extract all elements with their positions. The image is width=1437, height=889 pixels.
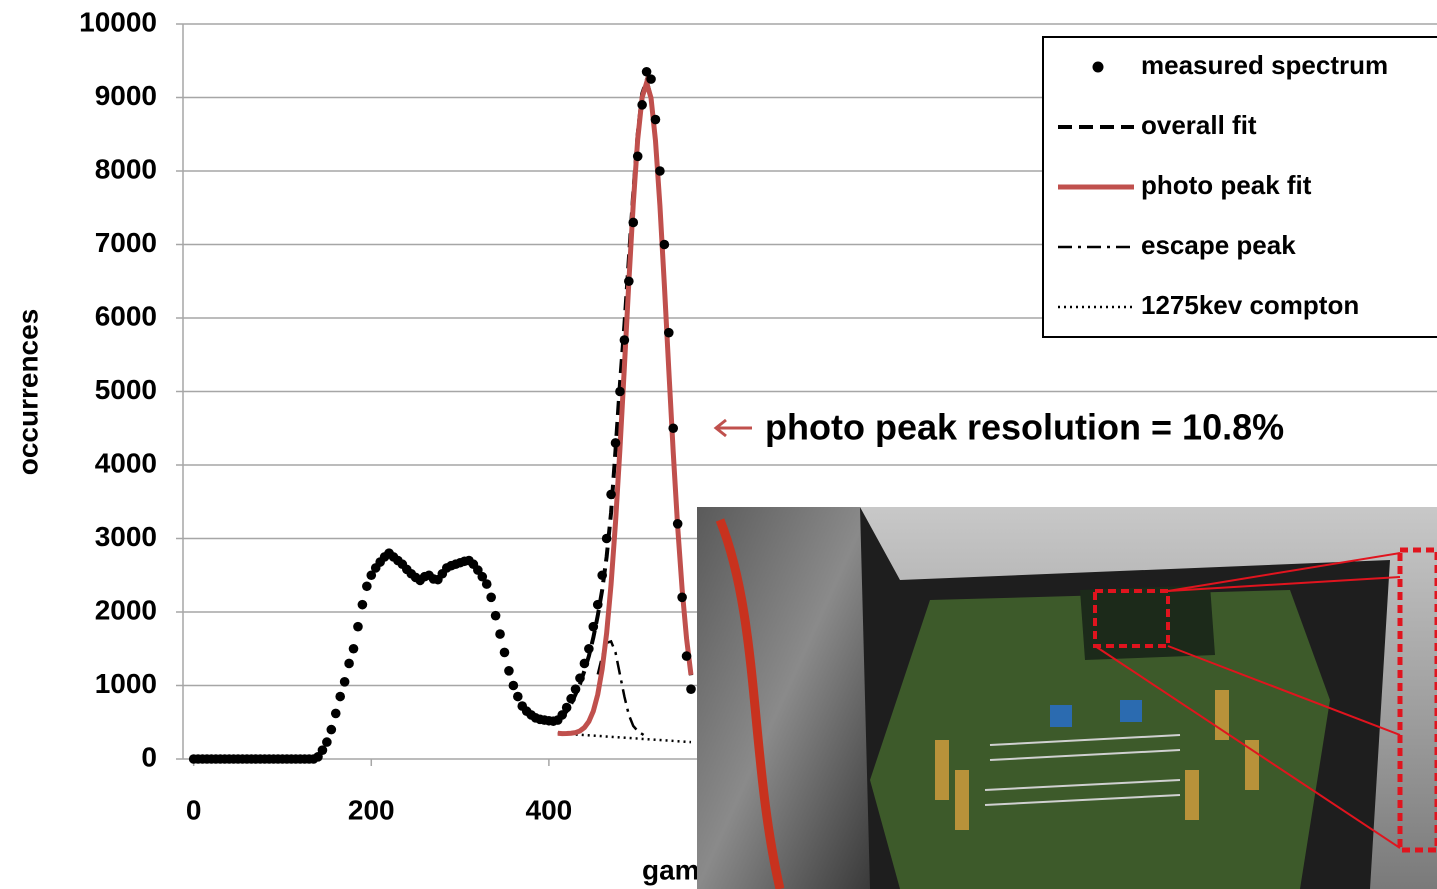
- data-point: [641, 66, 652, 77]
- data-point: [344, 658, 354, 669]
- data-point: [362, 581, 372, 592]
- data-point: [357, 599, 368, 610]
- data-point: [681, 651, 692, 661]
- data-point: [326, 724, 337, 735]
- data-point: [322, 737, 332, 747]
- legend-label: 1275kev compton: [1141, 290, 1359, 320]
- data-point: [659, 239, 670, 250]
- y-tick-label: 4000: [95, 447, 157, 478]
- data-point: [624, 276, 634, 287]
- data-point: [335, 691, 345, 702]
- data-point: [677, 592, 687, 603]
- data-point: [477, 571, 488, 582]
- data-point: [317, 745, 328, 755]
- data-point: [499, 647, 510, 658]
- data-point: [584, 643, 594, 654]
- data-point: [330, 708, 341, 719]
- data-point: [592, 599, 603, 610]
- data-point: [606, 489, 616, 500]
- y-tick-label: 8000: [95, 153, 157, 184]
- data-point: [610, 438, 621, 448]
- annotation: photo peak resolution = 10.8%: [765, 407, 1284, 448]
- data-point: [597, 570, 607, 581]
- data-point: [601, 533, 612, 544]
- data-point: [504, 666, 514, 676]
- y-tick-label: 6000: [95, 300, 157, 331]
- y-tick-label: 5000: [95, 374, 157, 405]
- y-axis-label: occurrences: [12, 309, 43, 476]
- legend: measured spectrum overall fit photo peak f…: [1042, 36, 1437, 338]
- y-tick-label: 10000: [79, 6, 157, 37]
- y-tick-label: 1000: [95, 668, 157, 699]
- data-point: [513, 691, 523, 702]
- data-point: [579, 658, 590, 669]
- data-point: [353, 621, 363, 632]
- plot: 0100020003000400050006000700080009000100…: [79, 6, 1437, 825]
- fit-line: [557, 74, 694, 737]
- data-point: [575, 673, 585, 683]
- y-tick-label: 2000: [95, 594, 157, 625]
- data-point: [650, 114, 661, 125]
- data-point: [508, 680, 519, 691]
- data-point: [481, 579, 492, 589]
- data-point: [672, 519, 683, 529]
- data-point: [557, 710, 568, 720]
- x-tick-label: 400: [526, 794, 573, 825]
- data-point: [339, 677, 350, 687]
- data-point: [561, 702, 572, 713]
- data-point: [348, 643, 359, 654]
- data-point: [490, 610, 501, 621]
- y-tick-label: 3000: [95, 521, 157, 552]
- data-point: [628, 217, 639, 228]
- data-point: [632, 151, 643, 162]
- annotation-arrow: [713, 418, 752, 438]
- fit-line: [557, 732, 692, 744]
- data-point: [570, 684, 581, 694]
- data-point: [646, 74, 656, 84]
- y-tick-label: 9000: [95, 80, 157, 111]
- data-point: [615, 386, 625, 397]
- data-point: [366, 570, 377, 581]
- data-point: [566, 693, 576, 704]
- data-point: [668, 423, 679, 434]
- data-point: [619, 335, 630, 345]
- y-tick-label: 7000: [95, 227, 157, 258]
- legend-label: overall fit: [1141, 110, 1257, 140]
- data-point: [663, 327, 674, 338]
- data-point: [495, 629, 505, 639]
- legend-label: escape peak: [1141, 230, 1296, 260]
- y-tick-label: 0: [141, 741, 157, 772]
- x-tick-label: 200: [348, 794, 395, 825]
- data-point: [486, 592, 496, 603]
- legend-label: measured spectrum: [1141, 50, 1388, 80]
- inset-photo: [697, 507, 1437, 889]
- data-point: [655, 166, 665, 176]
- data-point: [637, 100, 647, 110]
- legend-label: photo peak fit: [1141, 170, 1312, 200]
- x-tick-label: 0: [186, 794, 202, 825]
- legend-symbol: [1092, 61, 1104, 73]
- data-point: [686, 684, 696, 694]
- data-point: [588, 621, 599, 632]
